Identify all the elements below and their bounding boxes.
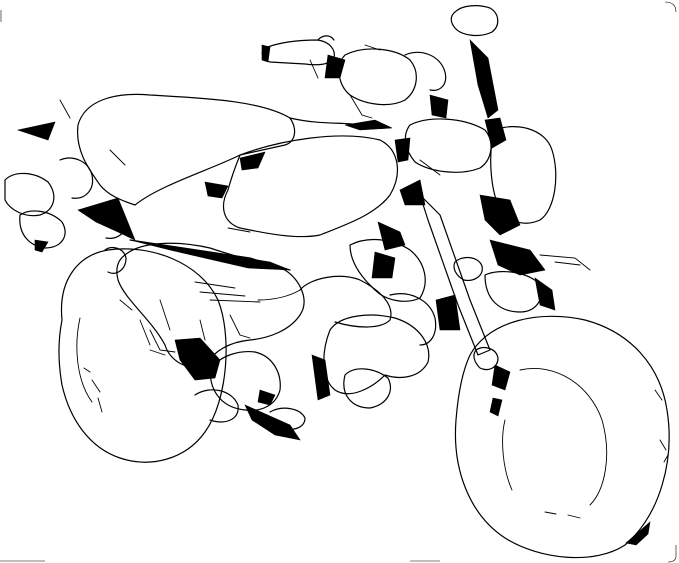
rear-wheel bbox=[58, 248, 227, 463]
rear-frame bbox=[4, 157, 291, 274]
engine-block bbox=[116, 239, 437, 411]
front-fork bbox=[419, 194, 542, 371]
front-wheel bbox=[454, 315, 670, 559]
surface-detail-lines bbox=[59, 44, 591, 353]
shadow-regions bbox=[16, 39, 556, 441]
seat-and-tank bbox=[76, 93, 398, 238]
